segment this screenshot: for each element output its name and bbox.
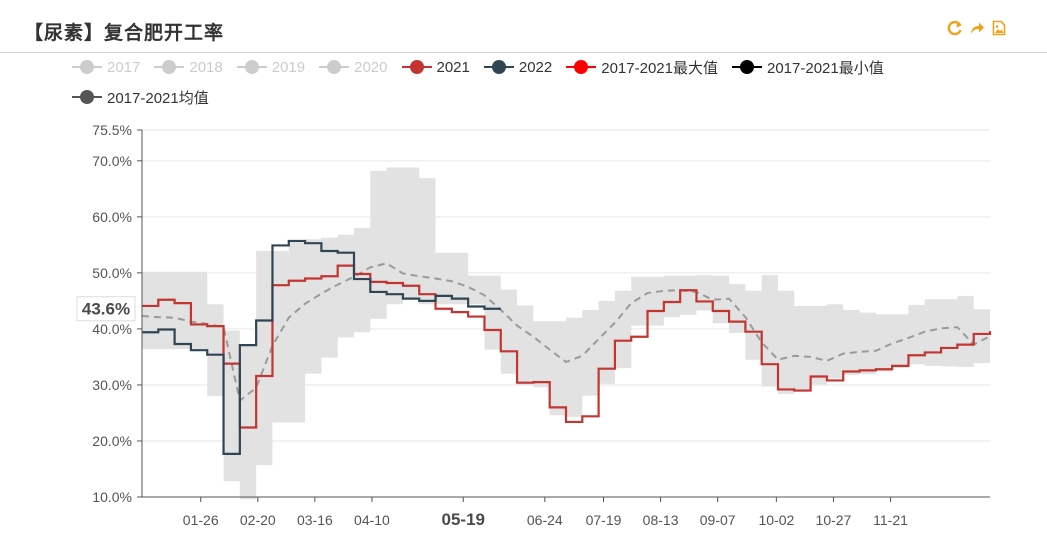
chart-title: 【尿素】复合肥开工率 [24,22,225,44]
legend-item-2022[interactable]: 2022 [483,58,553,76]
toolbar [947,20,1007,36]
legend-label: 2020 [354,58,388,76]
legend-item-2017-2021最大值[interactable]: 2017-2021最大值 [566,58,718,77]
y-tick-label: 60.0% [92,209,132,225]
legend-label: 2022 [518,58,553,76]
legend-label: 2017-2021最小值 [766,59,884,77]
min-max-band [142,167,990,500]
legend-symbol [72,60,102,74]
legend-dot [327,60,342,74]
y-tick-label: 75.5% [92,122,132,138]
legend-dot [80,90,94,104]
legend-symbol [566,60,597,74]
y-pointer-box [76,296,136,322]
legend-item-2021[interactable]: 2021 [401,58,470,76]
x-tick-label: 11-21 [873,512,908,528]
x-tick-label: 01-26 [183,512,219,528]
legend-symbol [72,90,102,104]
legend-symbol [319,60,350,74]
legend-dot [244,60,259,74]
legend-label: 2017-2021均值 [107,89,209,107]
x-tick-label: 02-20 [240,512,276,528]
legend-dot [162,60,177,74]
x-tick-label: 04-10 [354,512,390,528]
series-line-2021 [142,264,992,429]
legend-label: 2021 [436,58,470,76]
y-pointer-label: 43.6% [82,300,130,319]
legend-label: 2017 [107,58,141,76]
chart-legend: 2017 2018 2019 2020 2021 2022 2017-2021最大值 2017… [72,58,1032,118]
legend-item-2018[interactable]: 2018 [154,58,223,76]
legend-item-2017-2021均值[interactable]: 2017-2021均值 [72,88,209,107]
y-tick-label: 50.0% [92,265,132,281]
image-icon[interactable] [991,20,1007,36]
y-tick-label: 30.0% [92,377,132,393]
x-tick-label: 03-16 [297,512,333,528]
x-tick-label: 10-02 [758,512,794,528]
legend-symbol [236,60,267,74]
legend-symbol [401,60,432,74]
legend-label: 2018 [189,58,223,76]
legend-symbol [154,60,185,74]
legend-item-2020[interactable]: 2020 [319,58,388,76]
legend-dot [491,60,506,74]
y-tick-label: 70.0% [92,153,132,169]
refresh-icon[interactable] [947,20,963,36]
chart-header: 【尿素】复合肥开工率 [0,0,1047,53]
y-tick-label: 40.0% [92,321,132,337]
y-tick-label: 20.0% [92,433,132,449]
x-pointer-label: 05-19 [442,510,485,529]
legend-label: 2017-2021最大值 [601,59,718,77]
legend-dot [574,60,589,74]
x-tick-label: 09-07 [700,512,736,528]
legend-label: 2019 [271,58,306,76]
legend-dot [739,60,754,74]
y-tick-label: 10.0% [92,489,132,505]
series-line-2017-2021均值 [141,262,991,403]
legend-symbol [731,60,762,74]
x-tick-label: 08-13 [643,512,679,528]
x-pointer-box [429,505,498,531]
legend-item-2017-2021最小值[interactable]: 2017-2021最小值 [731,58,884,77]
legend-dot [80,60,94,74]
share-icon[interactable] [969,20,985,36]
x-tick-label: 07-19 [586,512,622,528]
x-tick-label: 06-24 [527,512,563,528]
x-tick-label: 10-27 [816,512,852,528]
legend-symbol [483,60,514,74]
series-line-2022 [142,239,501,455]
legend-dot [409,60,424,74]
legend-item-2019[interactable]: 2019 [236,58,306,76]
legend-item-2017[interactable]: 2017 [72,58,140,76]
